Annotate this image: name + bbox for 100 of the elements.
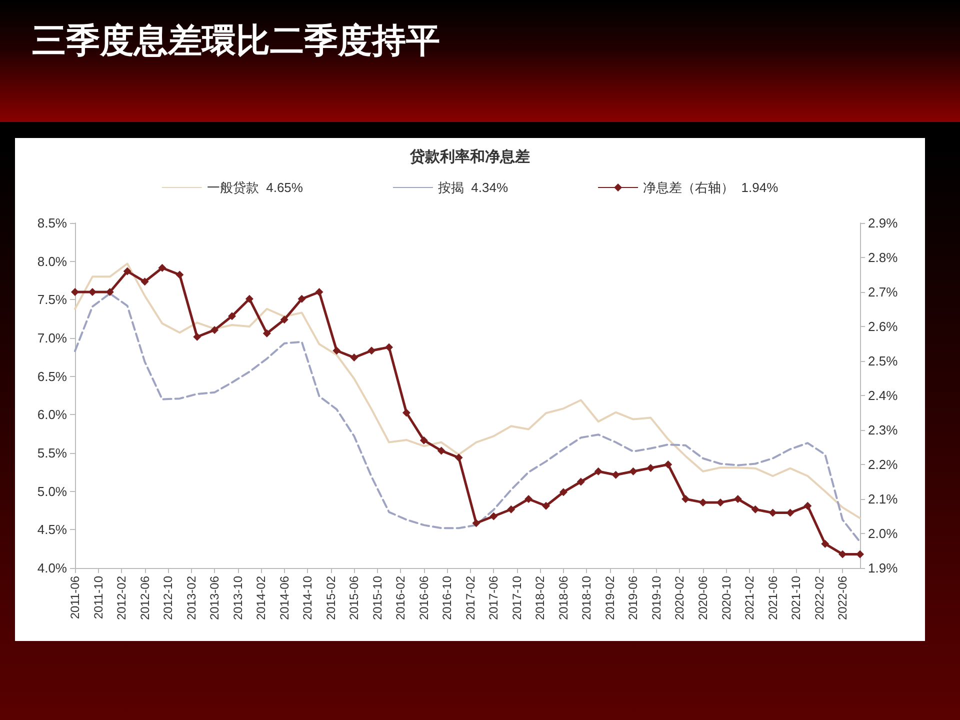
point — [315, 288, 324, 296]
y-tick-label: 6.0% — [37, 407, 68, 422]
point — [437, 446, 446, 455]
y-tick-label: 8.0% — [37, 254, 68, 269]
x-tick-label: 2020-02 — [672, 576, 687, 620]
x-tick-label: 2015-06 — [347, 576, 362, 620]
point — [542, 502, 550, 510]
x-tick-label: 2013-06 — [208, 576, 222, 620]
y2-tick-label: 2.3% — [868, 422, 898, 438]
point — [350, 354, 358, 362]
x-tick-label: 2018-06 — [556, 576, 570, 620]
point — [368, 346, 376, 355]
chart-subtitle: 贷款利率和净息差 — [409, 148, 530, 166]
y2-tick-label: 2.2% — [868, 457, 898, 472]
point — [612, 470, 620, 479]
x-tick-label: 2016-02 — [394, 576, 408, 620]
point — [140, 278, 149, 286]
y2-tick-label: 2.7% — [868, 284, 898, 300]
x-tick-label: 2017-06 — [486, 576, 501, 620]
x-tick-label: 2015-02 — [324, 576, 338, 620]
point — [210, 326, 219, 334]
x-tick-label: 2014-02 — [254, 576, 268, 620]
x-tick-label: 2016-10 — [440, 576, 454, 620]
y-tick-label: 6.5% — [37, 368, 68, 384]
point — [559, 488, 568, 496]
point — [524, 495, 533, 503]
point — [646, 464, 655, 472]
y-tick-label: 7.5% — [37, 292, 68, 308]
point — [193, 332, 202, 341]
y2-tick-label: 2.9% — [868, 216, 898, 230]
point — [332, 346, 341, 355]
y-tick-label: 5.0% — [37, 484, 68, 499]
x-tick-label: 2012-06 — [138, 576, 152, 620]
point — [751, 505, 760, 514]
point — [228, 312, 236, 320]
point — [176, 270, 184, 279]
point — [420, 436, 428, 444]
y-tick-label: 8.5% — [37, 216, 68, 230]
x-tick-label: 2020-06 — [696, 576, 710, 620]
x-tick-label: 2020-10 — [719, 576, 734, 620]
legend-label: 净息差（右轴） 1.94% — [643, 180, 779, 195]
y2-tick-label: 2.0% — [868, 526, 898, 541]
point — [699, 498, 707, 506]
y-tick-label: 5.5% — [37, 446, 68, 460]
point — [472, 519, 480, 528]
point — [594, 467, 602, 476]
y2-tick-label: 2.8% — [868, 250, 898, 265]
point — [262, 329, 271, 338]
point — [298, 294, 306, 303]
x-tick-label: 2022-02 — [812, 576, 826, 620]
y-tick-label: 7.0% — [37, 330, 68, 346]
x-tick-label: 2019-02 — [602, 576, 617, 620]
x-tick-label: 2012-10 — [161, 576, 176, 620]
point — [123, 267, 132, 276]
x-tick-label: 2011-10 — [91, 576, 106, 620]
x-tick-label: 2014-06 — [277, 576, 292, 620]
point — [71, 288, 79, 296]
point — [280, 316, 288, 324]
point — [821, 540, 830, 548]
x-tick-label: 2013-10 — [230, 576, 245, 620]
point — [734, 495, 742, 503]
x-tick-label: 2019-10 — [649, 576, 664, 620]
y2-tick-label: 2.4% — [868, 388, 898, 403]
x-tick-label: 2012-02 — [114, 576, 129, 620]
x-tick-label: 2021-02 — [742, 576, 757, 620]
y-tick-label: 4.5% — [37, 522, 68, 538]
point — [402, 408, 410, 417]
x-tick-label: 2015-10 — [370, 576, 384, 620]
point — [682, 495, 690, 503]
x-tick-label: 2017-02 — [463, 576, 478, 620]
y2-tick-label: 1.9% — [868, 560, 898, 576]
point — [454, 454, 463, 462]
x-tick-label: 2017-10 — [510, 576, 524, 620]
y2-tick-label: 2.1% — [868, 492, 898, 506]
x-tick-label: 2021-10 — [789, 576, 804, 620]
point — [576, 478, 585, 486]
legend-label: 按揭 4.34% — [438, 180, 508, 195]
point — [385, 343, 393, 352]
x-tick-label: 2011-06 — [68, 576, 82, 620]
x-tick-label: 2013-02 — [184, 576, 198, 620]
point — [490, 512, 498, 520]
x-tick-label: 2022-06 — [836, 576, 850, 620]
x-tick-label: 2016-06 — [416, 576, 431, 620]
point — [158, 264, 166, 272]
x-tick-label: 2021-06 — [766, 576, 780, 620]
point — [245, 294, 254, 303]
x-tick-label: 2019-06 — [626, 576, 640, 620]
y2-tick-label: 2.6% — [868, 319, 898, 334]
point — [507, 505, 516, 514]
legend-label: 一般贷款 4.65% — [206, 180, 304, 195]
x-tick-label: 2018-10 — [580, 576, 594, 620]
y-tick-label: 4.0% — [37, 560, 68, 576]
x-tick-label: 2018-02 — [533, 576, 548, 620]
y2-tick-label: 2.5% — [868, 354, 898, 368]
point — [804, 502, 812, 510]
x-tick-label: 2014-10 — [300, 576, 315, 620]
point — [629, 467, 638, 476]
point — [664, 460, 672, 468]
chart-title: 三季度息差環比二季度持平 — [32, 20, 440, 63]
point — [856, 550, 864, 558]
